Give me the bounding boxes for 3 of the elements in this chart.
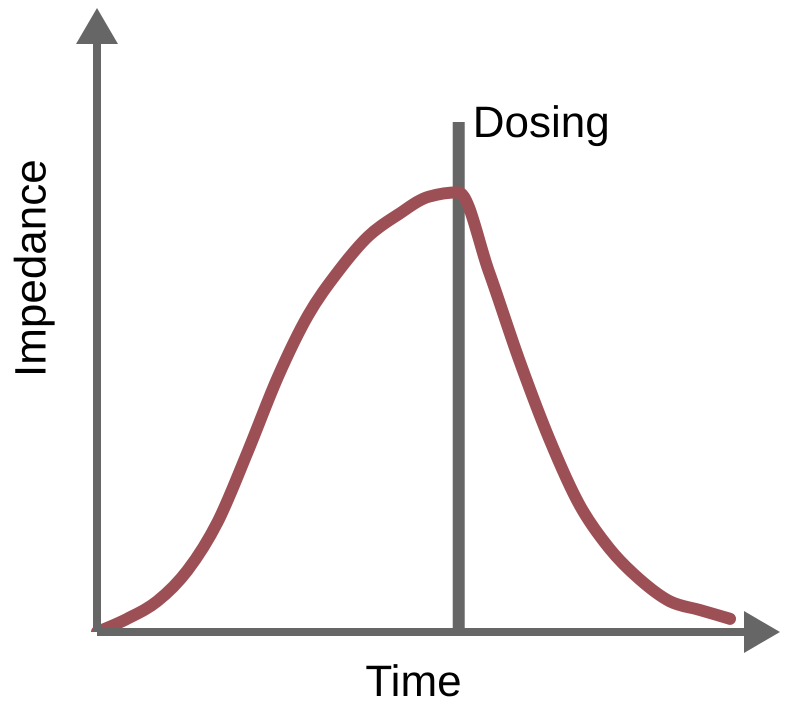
y-axis-title: Impedance <box>6 159 56 377</box>
x-axis-title: Time <box>365 657 462 706</box>
text: Dosing <box>472 98 610 148</box>
